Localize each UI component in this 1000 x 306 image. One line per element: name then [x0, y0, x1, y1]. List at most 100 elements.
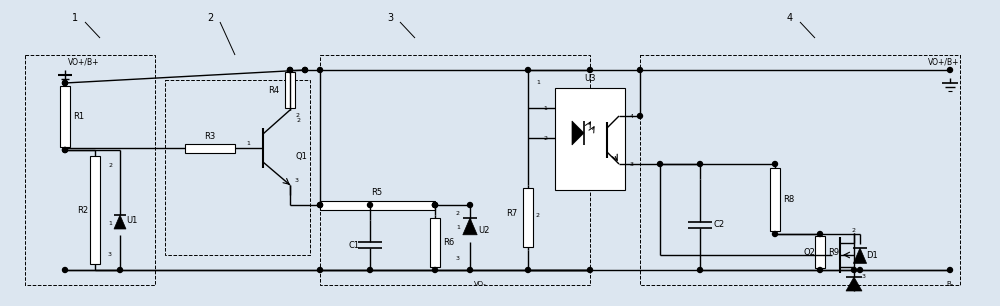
Text: R2: R2: [77, 206, 88, 215]
Bar: [640, 55, 960, 285]
Text: 3: 3: [630, 162, 634, 166]
Circle shape: [303, 68, 308, 73]
Circle shape: [468, 267, 473, 273]
Text: 1: 1: [246, 140, 250, 145]
Polygon shape: [463, 218, 477, 235]
Text: 4: 4: [630, 114, 634, 118]
Circle shape: [432, 203, 438, 207]
Bar: [815, 236, 825, 268]
Circle shape: [63, 147, 68, 152]
Text: R6: R6: [443, 237, 454, 247]
Text: R4: R4: [268, 85, 279, 95]
Text: 3: 3: [862, 274, 866, 279]
Text: VO-: VO-: [474, 281, 486, 287]
Circle shape: [318, 68, 323, 73]
Bar: [90, 156, 100, 264]
Circle shape: [468, 203, 473, 207]
Text: C2: C2: [714, 219, 725, 229]
Circle shape: [288, 68, 293, 73]
Bar: [25, 55, 155, 285]
Bar: [320, 200, 435, 210]
Circle shape: [817, 267, 822, 273]
Circle shape: [772, 162, 777, 166]
Text: B-: B-: [946, 281, 954, 287]
Text: 3: 3: [387, 13, 393, 23]
Text: 2: 2: [207, 13, 213, 23]
Circle shape: [63, 267, 68, 273]
Circle shape: [588, 267, 592, 273]
Circle shape: [303, 68, 308, 73]
Circle shape: [63, 147, 68, 152]
Text: U1: U1: [126, 215, 138, 225]
Circle shape: [588, 68, 592, 73]
Circle shape: [772, 232, 777, 237]
Text: 2: 2: [852, 227, 856, 233]
Text: R7: R7: [506, 208, 517, 218]
Circle shape: [658, 162, 662, 166]
Circle shape: [288, 68, 293, 73]
Circle shape: [318, 203, 323, 207]
Text: U2: U2: [478, 226, 490, 234]
Circle shape: [526, 267, 530, 273]
Text: 2: 2: [456, 211, 460, 215]
Circle shape: [817, 232, 822, 237]
Bar: [770, 167, 780, 230]
Polygon shape: [572, 121, 584, 145]
Circle shape: [432, 203, 438, 207]
Bar: [320, 55, 590, 285]
Polygon shape: [846, 277, 862, 291]
Circle shape: [851, 267, 856, 273]
Text: 1: 1: [108, 221, 112, 226]
Bar: [523, 188, 533, 247]
Text: U3: U3: [584, 73, 596, 83]
Text: 3: 3: [108, 252, 112, 258]
Circle shape: [638, 114, 642, 118]
Text: R8: R8: [783, 195, 794, 203]
Circle shape: [432, 203, 438, 207]
Text: Q1: Q1: [295, 151, 307, 161]
Text: C1: C1: [348, 241, 359, 249]
Circle shape: [857, 267, 862, 273]
Text: 2: 2: [543, 136, 547, 140]
Circle shape: [526, 68, 530, 73]
Circle shape: [432, 267, 438, 273]
Circle shape: [318, 267, 323, 273]
Text: 3: 3: [456, 256, 460, 260]
Circle shape: [368, 203, 373, 207]
Text: 1: 1: [536, 80, 540, 84]
Text: 1: 1: [456, 225, 460, 230]
Text: D1: D1: [866, 252, 878, 260]
Circle shape: [947, 68, 952, 73]
Text: 2: 2: [108, 162, 112, 167]
Text: 2: 2: [295, 113, 299, 118]
Circle shape: [947, 267, 952, 273]
Text: R3: R3: [204, 132, 216, 140]
Text: 1: 1: [72, 13, 78, 23]
Circle shape: [698, 162, 702, 166]
Circle shape: [368, 267, 373, 273]
Text: R9: R9: [828, 248, 839, 256]
Circle shape: [63, 80, 68, 85]
Circle shape: [318, 203, 323, 207]
Bar: [555, 88, 625, 190]
Text: 2: 2: [296, 118, 300, 122]
Circle shape: [118, 267, 123, 273]
Circle shape: [638, 68, 642, 73]
Bar: [185, 144, 235, 152]
Text: R1: R1: [73, 111, 84, 121]
Polygon shape: [853, 248, 867, 263]
Text: VO+/B+: VO+/B+: [928, 58, 959, 66]
Bar: [430, 218, 440, 267]
Polygon shape: [114, 215, 126, 229]
Text: VO+/B+: VO+/B+: [68, 58, 100, 66]
Text: Q2: Q2: [803, 248, 815, 258]
Bar: [165, 80, 310, 255]
Bar: [60, 86, 70, 147]
Circle shape: [63, 80, 68, 85]
Text: R5: R5: [371, 188, 383, 196]
Text: 2: 2: [536, 212, 540, 218]
Circle shape: [698, 267, 702, 273]
Text: 3: 3: [295, 177, 299, 182]
Bar: [285, 72, 295, 108]
Text: 1: 1: [543, 106, 547, 110]
